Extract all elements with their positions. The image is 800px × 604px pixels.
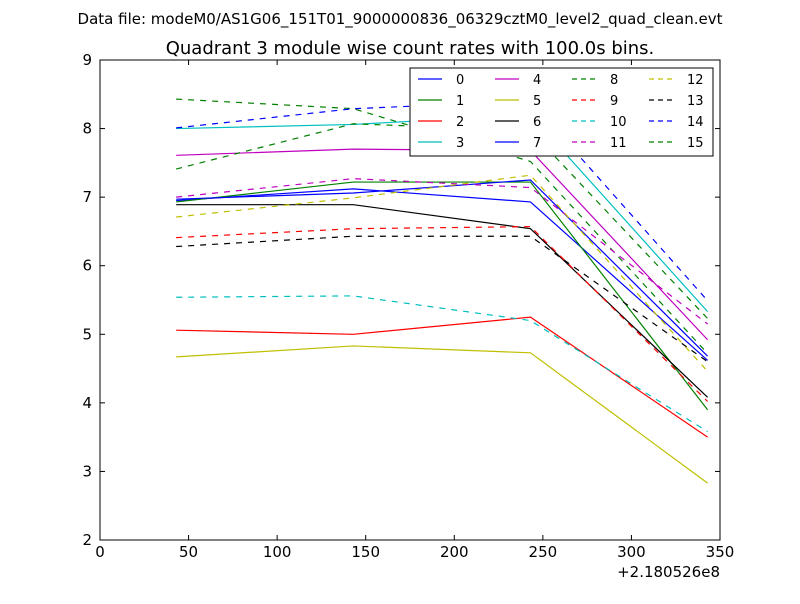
legend-label-4: 4 [533,73,541,88]
series-line-5 [176,345,708,484]
x-tick-label: 100 [263,543,292,561]
legend-label-10: 10 [610,115,627,130]
y-tick-label: 7 [82,188,92,206]
series-line-6 [176,204,709,398]
series-line-0 [176,188,708,361]
series-line-13 [176,235,708,363]
legend-label-14: 14 [687,115,704,130]
series-line-2 [176,316,708,438]
series-line-12 [176,174,709,372]
legend-label-7: 7 [533,136,541,151]
y-tick-label: 2 [82,531,92,549]
x-tick-label: 350 [706,543,735,561]
legend-label-6: 6 [533,115,541,130]
legend-frame [409,67,714,157]
x-tick-label: 0 [95,543,105,561]
legend-label-1: 1 [456,94,464,109]
y-tick-label: 6 [82,257,92,275]
y-tick-label: 9 [82,51,92,69]
legend-label-0: 0 [456,73,464,88]
x-tick-label: 200 [440,543,469,561]
x-axis-offset-label: +2.180526e8 [617,563,720,581]
y-tick-label: 8 [82,120,92,138]
series-line-10 [176,295,708,433]
y-tick-label: 4 [82,394,92,412]
x-tick-label: 300 [617,543,646,561]
legend-label-3: 3 [456,136,464,151]
y-tick-label: 5 [82,325,92,343]
chart-title: Quadrant 3 module wise count rates with … [166,38,655,59]
legend-label-5: 5 [533,94,541,109]
figure-suptitle: Data file: modeM0/AS1G06_151T01_90000008… [78,10,723,29]
y-tick-label: 3 [82,462,92,480]
plot-border [99,59,721,541]
x-tick-label: 250 [529,543,558,561]
legend-label-11: 11 [610,136,627,151]
series-line-1 [176,181,709,411]
x-tick-label: 150 [351,543,380,561]
legend-label-13: 13 [687,94,704,109]
legend-label-2: 2 [456,115,464,130]
legend-label-9: 9 [610,94,618,109]
x-tick-label: 50 [179,543,198,561]
legend-label-15: 15 [687,136,704,151]
series-layer [176,98,709,484]
series-line-9 [176,226,709,402]
legend-label-8: 8 [610,73,618,88]
series-line-11 [176,178,708,325]
legend-label-12: 12 [687,73,704,88]
